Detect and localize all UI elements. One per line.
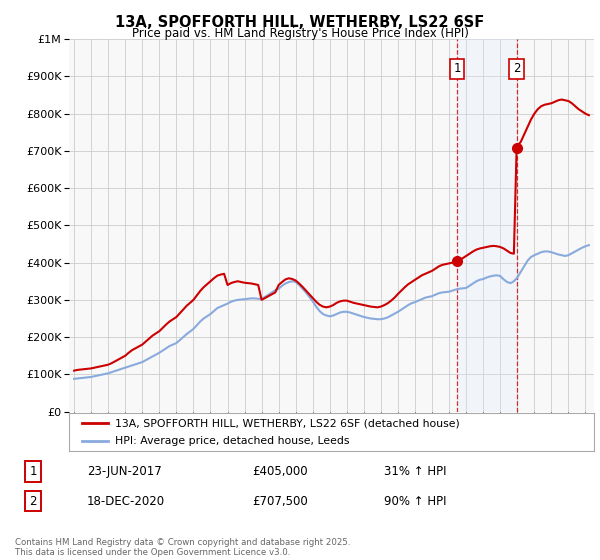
Text: 18-DEC-2020: 18-DEC-2020: [87, 494, 165, 508]
Text: 1: 1: [29, 465, 37, 478]
Text: Price paid vs. HM Land Registry's House Price Index (HPI): Price paid vs. HM Land Registry's House …: [131, 27, 469, 40]
Text: Contains HM Land Registry data © Crown copyright and database right 2025.
This d: Contains HM Land Registry data © Crown c…: [15, 538, 350, 557]
Text: £707,500: £707,500: [252, 494, 308, 508]
Text: HPI: Average price, detached house, Leeds: HPI: Average price, detached house, Leed…: [115, 436, 350, 446]
Text: 1: 1: [454, 63, 461, 76]
Text: 23-JUN-2017: 23-JUN-2017: [87, 465, 162, 478]
Text: 2: 2: [29, 494, 37, 508]
Text: 2: 2: [513, 63, 520, 76]
Text: 13A, SPOFFORTH HILL, WETHERBY, LS22 6SF: 13A, SPOFFORTH HILL, WETHERBY, LS22 6SF: [115, 15, 485, 30]
Bar: [457, 39, 517, 412]
Text: 31% ↑ HPI: 31% ↑ HPI: [384, 465, 446, 478]
Text: 90% ↑ HPI: 90% ↑ HPI: [384, 494, 446, 508]
Text: £405,000: £405,000: [252, 465, 308, 478]
Text: 13A, SPOFFORTH HILL, WETHERBY, LS22 6SF (detached house): 13A, SPOFFORTH HILL, WETHERBY, LS22 6SF …: [115, 418, 460, 428]
